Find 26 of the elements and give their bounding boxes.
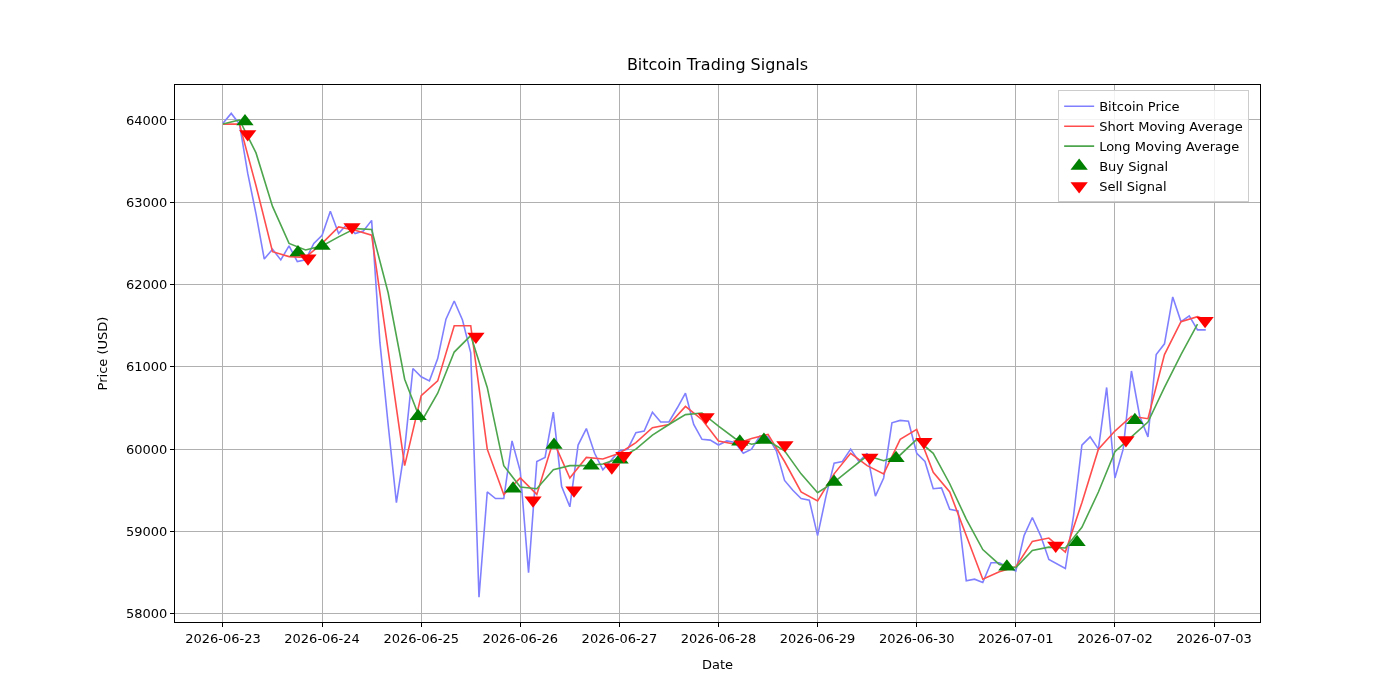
legend-label: Bitcoin Price — [1099, 99, 1180, 115]
x-tick-label: 2026-06-23 — [185, 630, 261, 646]
x-tick-label: 2026-07-01 — [978, 630, 1054, 646]
y-tick-label: 63000 — [126, 194, 168, 210]
legend-label: Buy Signal — [1099, 159, 1169, 175]
x-tick-label: 2026-06-25 — [383, 630, 459, 646]
x-tick-label: 2026-06-26 — [482, 630, 559, 646]
x-tick-label: 2026-06-28 — [680, 630, 757, 646]
y-tick-label: 61000 — [126, 359, 168, 375]
y-axis-title: Price (USD) — [94, 316, 110, 391]
legend-label: Short Moving Average — [1099, 119, 1243, 135]
y-tick-label: 64000 — [126, 112, 168, 128]
y-tick-label: 59000 — [126, 524, 168, 540]
x-tick-label: 2026-06-30 — [878, 630, 955, 646]
legend-label: Sell Signal — [1099, 178, 1167, 194]
y-tick-label: 60000 — [126, 441, 168, 457]
x-tick-label: 2026-06-24 — [284, 630, 360, 646]
y-tick-label: 58000 — [126, 606, 168, 622]
legend-label: Long Moving Average — [1099, 139, 1240, 155]
x-tick-label: 2026-07-03 — [1176, 630, 1252, 646]
y-tick-label: 62000 — [126, 277, 168, 293]
x-tick-label: 2026-06-27 — [581, 630, 658, 646]
chart-title: Bitcoin Trading Signals — [626, 55, 809, 74]
x-tick-label: 2026-06-29 — [779, 630, 856, 646]
x-axis-title: Date — [701, 657, 734, 673]
x-tick-label: 2026-07-02 — [1077, 630, 1153, 646]
